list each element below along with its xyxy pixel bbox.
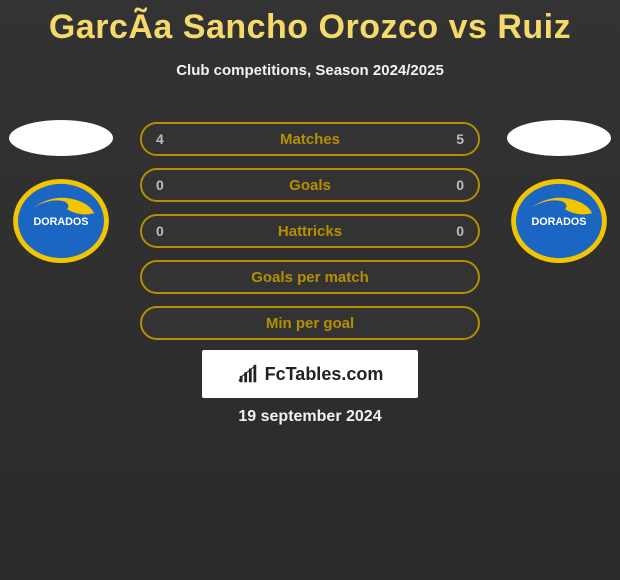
stat-label: Min per goal (266, 315, 354, 332)
logo-text: FcTables.com (265, 364, 384, 385)
stat-value-right: 0 (456, 177, 464, 193)
stat-row: Goals per match (140, 260, 480, 294)
club-badge-icon: DORADOS (510, 178, 608, 264)
left-player-column: DORADOS (6, 120, 116, 264)
fctables-logo: FcTables.com (202, 350, 418, 398)
right-club-badge: DORADOS (510, 178, 608, 264)
stat-value-left: 4 (156, 131, 164, 147)
bar-chart-icon (237, 363, 259, 385)
stat-row: 4 5 Matches (140, 122, 480, 156)
svg-text:DORADOS: DORADOS (532, 216, 587, 228)
page-subtitle: Club competitions, Season 2024/2025 (0, 62, 620, 79)
date-line: 19 september 2024 (0, 408, 620, 426)
stats-panel: 4 5 Matches 0 0 Goals 0 0 Hattricks Goals per mat… (140, 122, 480, 340)
stat-label: Hattricks (278, 223, 342, 240)
left-flag-ellipse (9, 120, 113, 156)
right-player-column: DORADOS (504, 120, 614, 264)
right-flag-ellipse (507, 120, 611, 156)
stat-label: Goals per match (251, 269, 369, 286)
stat-row: 0 0 Goals (140, 168, 480, 202)
stat-label: Goals (289, 177, 331, 194)
stat-value-right: 5 (456, 131, 464, 147)
stat-value-left: 0 (156, 177, 164, 193)
page-title: GarcÃ­a Sancho Orozco vs Ruiz (0, 8, 620, 47)
stat-value-right: 0 (456, 223, 464, 239)
left-club-badge: DORADOS (12, 178, 110, 264)
stat-bar-left (142, 124, 291, 154)
stat-label: Matches (280, 131, 340, 148)
stat-row: 0 0 Hattricks (140, 214, 480, 248)
club-badge-icon: DORADOS (12, 178, 110, 264)
stat-value-left: 0 (156, 223, 164, 239)
svg-text:DORADOS: DORADOS (34, 216, 89, 228)
stat-row: Min per goal (140, 306, 480, 340)
